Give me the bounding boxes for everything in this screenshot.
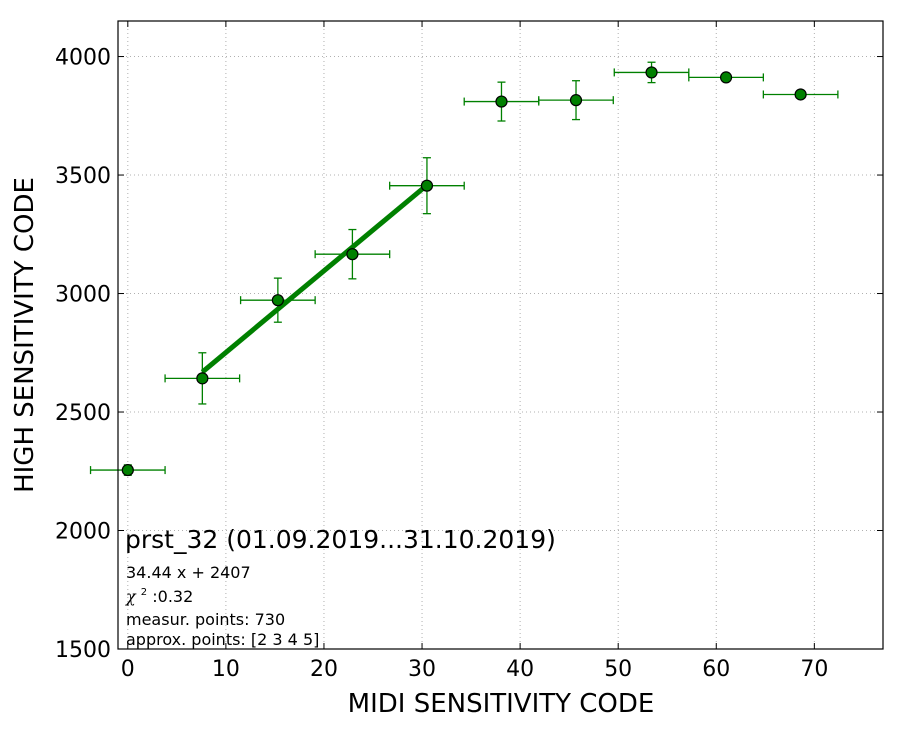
y-tick-label: 2500 xyxy=(55,401,111,426)
data-point xyxy=(569,94,583,107)
chi-exponent: 2 xyxy=(141,587,147,598)
annotation-equation: 34.44 x + 2407 xyxy=(126,563,251,582)
data-point xyxy=(645,66,658,79)
data-point xyxy=(420,179,434,192)
data-points xyxy=(121,66,807,477)
data-point xyxy=(495,95,508,108)
data-point xyxy=(271,294,284,307)
y-tick-label: 3500 xyxy=(55,164,111,189)
data-point xyxy=(196,372,209,385)
x-tick-label: 40 xyxy=(506,657,534,682)
data-point xyxy=(794,88,807,101)
annotation-chi-square: χ 2 :0.32 xyxy=(125,580,193,606)
tick-labels: 0 10 20 30 40 50 60 70 1500 2000 2500 3000 3500 4000 xyxy=(55,46,828,682)
annotation-title: prst_32 (01.09.2019...31.10.2019) xyxy=(125,525,556,554)
data-point xyxy=(121,463,134,477)
y-tick-label: 2000 xyxy=(55,520,111,545)
plot-frame xyxy=(117,20,884,650)
y-axis-label: HIGH SENSITIVITY CODE xyxy=(10,177,40,493)
x-tick-label: 70 xyxy=(800,657,828,682)
annotation-approx-points: approx. points: [2 3 4 5] xyxy=(126,630,319,649)
x-tick-label: 30 xyxy=(408,657,436,682)
fit-line-layer xyxy=(200,183,429,374)
x-axis-label: MIDI SENSITIVITY CODE xyxy=(348,689,655,719)
y-tick-label: 3000 xyxy=(55,283,111,308)
x-tick-label: 0 xyxy=(121,657,135,682)
y-tick-label: 4000 xyxy=(55,46,111,71)
grid-lines xyxy=(118,21,883,650)
chi-symbol: χ xyxy=(125,587,137,606)
annotation-box: prst_32 (01.09.2019...31.10.2019) 34.44 … xyxy=(125,525,556,649)
fit-line xyxy=(200,183,429,374)
y-tick-label: 1500 xyxy=(55,638,111,663)
chi-value: :0.32 xyxy=(152,587,193,606)
axis-ticks xyxy=(118,21,883,650)
x-tick-label: 10 xyxy=(212,657,240,682)
x-tick-label: 60 xyxy=(702,657,730,682)
annotation-measur-points: measur. points: 730 xyxy=(126,610,285,629)
data-point xyxy=(346,248,359,261)
x-tick-label: 50 xyxy=(604,657,632,682)
data-point xyxy=(719,71,733,84)
x-tick-label: 20 xyxy=(310,657,338,682)
